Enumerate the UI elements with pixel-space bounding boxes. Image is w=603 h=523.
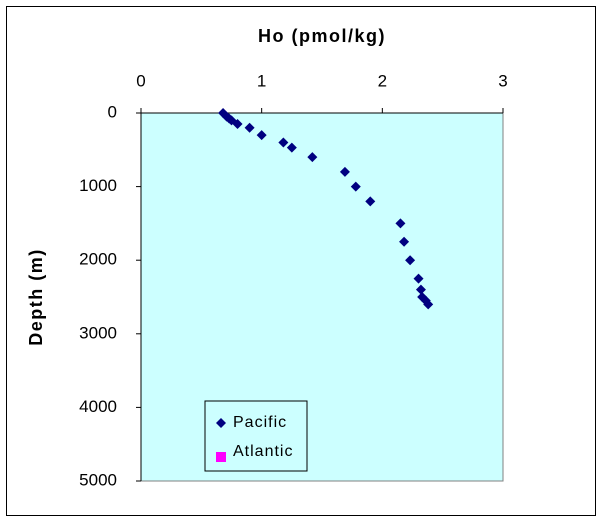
y-tick-label: 5000 <box>79 470 117 489</box>
legend-atlantic-marker <box>216 452 226 462</box>
x-tick-label: 0 <box>136 71 145 90</box>
legend-pacific-marker <box>216 418 226 428</box>
x-tick-label: 1 <box>257 71 266 90</box>
pacific-data-point <box>286 142 297 153</box>
pacific-data-point <box>415 284 426 295</box>
data-points <box>218 108 434 310</box>
pacific-data-point <box>399 236 410 247</box>
plot-area <box>140 112 504 482</box>
y-tick-label: 0 <box>108 102 117 121</box>
pacific-data-point <box>405 255 416 266</box>
pacific-data-point <box>278 137 289 148</box>
pacific-data-point <box>307 152 318 163</box>
pacific-data-point <box>413 273 424 284</box>
y-tick-label: 2000 <box>79 250 117 269</box>
pacific-data-point <box>232 119 243 130</box>
y-axis-title: Depth (m) <box>26 248 46 346</box>
legend: Pacific Atlantic <box>204 400 308 472</box>
pacific-data-point <box>339 166 350 177</box>
pacific-data-point <box>256 130 267 141</box>
pacific-data-point <box>365 196 376 207</box>
pacific-data-point <box>423 299 434 310</box>
x-axis-title: Ho (pmol/kg) <box>258 26 386 46</box>
legend-atlantic-label: Atlantic <box>233 443 293 460</box>
pacific-data-point <box>395 218 406 229</box>
y-tick-label: 1000 <box>79 176 117 195</box>
pacific-data-point <box>244 122 255 133</box>
axes: 0 1 2 3 0 1000 2000 3000 4000 5000 <box>79 71 508 489</box>
pacific-data-point <box>350 181 361 192</box>
x-tick-label: 3 <box>498 71 507 90</box>
y-tick-label: 3000 <box>79 323 117 342</box>
x-tick-label: 2 <box>378 71 387 90</box>
legend-pacific-label: Pacific <box>233 414 287 431</box>
y-tick-label: 4000 <box>79 397 117 416</box>
